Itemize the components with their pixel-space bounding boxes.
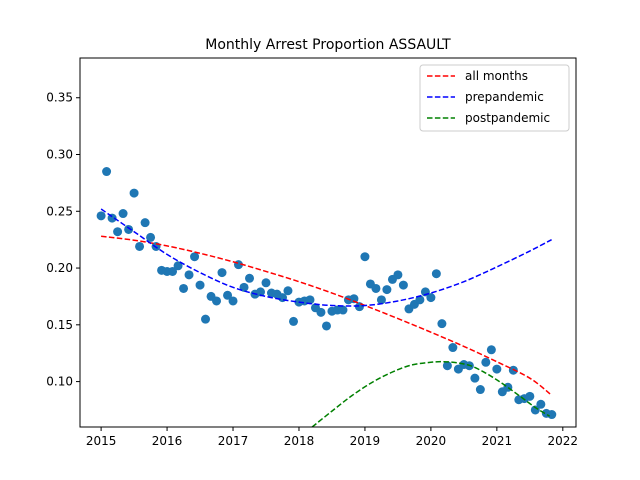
data-point — [261, 278, 271, 288]
legend-box — [419, 64, 570, 132]
data-point — [371, 283, 381, 293]
trend-line-postpandemic — [311, 360, 551, 427]
data-point — [256, 287, 266, 297]
y-tick-label: 0.30 — [46, 148, 73, 162]
x-tick-label: 2022 — [548, 434, 579, 448]
data-point — [547, 410, 557, 420]
x-tick-label: 2015 — [86, 434, 117, 448]
data-point — [316, 307, 326, 317]
x-tick-label: 2018 — [284, 434, 315, 448]
data-point — [349, 294, 359, 304]
x-tick-label: 2016 — [152, 434, 183, 448]
data-point — [360, 252, 370, 262]
data-point — [398, 280, 408, 290]
x-tick-label: 2017 — [218, 434, 249, 448]
data-point — [481, 357, 491, 367]
legend-label: postpandemic — [465, 111, 550, 125]
legend-label: prepandemic — [465, 90, 544, 104]
data-point — [305, 295, 315, 305]
data-point — [201, 314, 211, 324]
data-point — [382, 285, 392, 295]
y-tick-label: 0.10 — [46, 375, 73, 389]
data-point — [135, 241, 145, 251]
data-point — [96, 211, 106, 221]
data-point — [289, 316, 299, 326]
data-points — [96, 167, 557, 420]
trend-line-all-months — [101, 235, 553, 396]
data-point — [173, 261, 183, 271]
data-point — [140, 218, 150, 228]
data-point — [525, 391, 535, 401]
data-point — [223, 290, 233, 300]
legend: all months prepandemic postpandemic — [419, 64, 570, 132]
x-axis: 2015 2016 2017 2018 2019 2020 2021 2022 — [86, 427, 578, 448]
data-point — [393, 270, 403, 280]
data-point — [179, 283, 189, 293]
data-point — [437, 319, 447, 329]
y-tick-label: 0.25 — [46, 204, 73, 218]
y-tick-label: 0.35 — [46, 91, 73, 105]
data-point — [190, 252, 200, 262]
data-point — [217, 268, 227, 278]
data-point — [245, 273, 255, 283]
data-point — [146, 232, 156, 242]
legend-label: all months — [465, 69, 528, 83]
data-point — [212, 296, 222, 306]
x-tick-label: 2020 — [416, 434, 447, 448]
trend-lines — [100, 208, 553, 427]
data-point — [492, 364, 502, 374]
data-point — [376, 295, 386, 305]
data-point — [283, 286, 293, 296]
data-point — [415, 295, 425, 305]
data-point — [124, 224, 134, 234]
data-point — [118, 209, 128, 219]
data-point — [530, 405, 540, 415]
data-point — [338, 305, 348, 315]
y-tick-label: 0.15 — [46, 318, 73, 332]
data-point — [195, 280, 205, 290]
data-point — [228, 296, 238, 306]
chart-title: Monthly Arrest Proportion ASSAULT — [205, 37, 451, 53]
data-point — [442, 361, 452, 371]
data-point — [184, 270, 194, 280]
data-point — [470, 373, 480, 383]
data-point — [486, 345, 496, 355]
data-point — [475, 385, 485, 395]
y-axis: 0.10 0.15 0.20 0.25 0.30 0.35 — [46, 91, 80, 389]
axes-frame — [79, 57, 577, 428]
data-point — [536, 399, 546, 409]
data-point — [113, 227, 123, 237]
data-point — [431, 269, 441, 279]
data-point — [448, 343, 458, 353]
y-tick-label: 0.20 — [46, 261, 73, 275]
x-tick-label: 2021 — [482, 434, 513, 448]
trend-line-prepandemic — [100, 208, 552, 307]
x-tick-label: 2019 — [350, 434, 381, 448]
data-point — [168, 266, 178, 276]
plot-area — [79, 57, 577, 428]
data-point — [321, 321, 331, 331]
data-point — [129, 188, 139, 198]
data-point — [426, 293, 436, 303]
data-point — [102, 167, 112, 177]
